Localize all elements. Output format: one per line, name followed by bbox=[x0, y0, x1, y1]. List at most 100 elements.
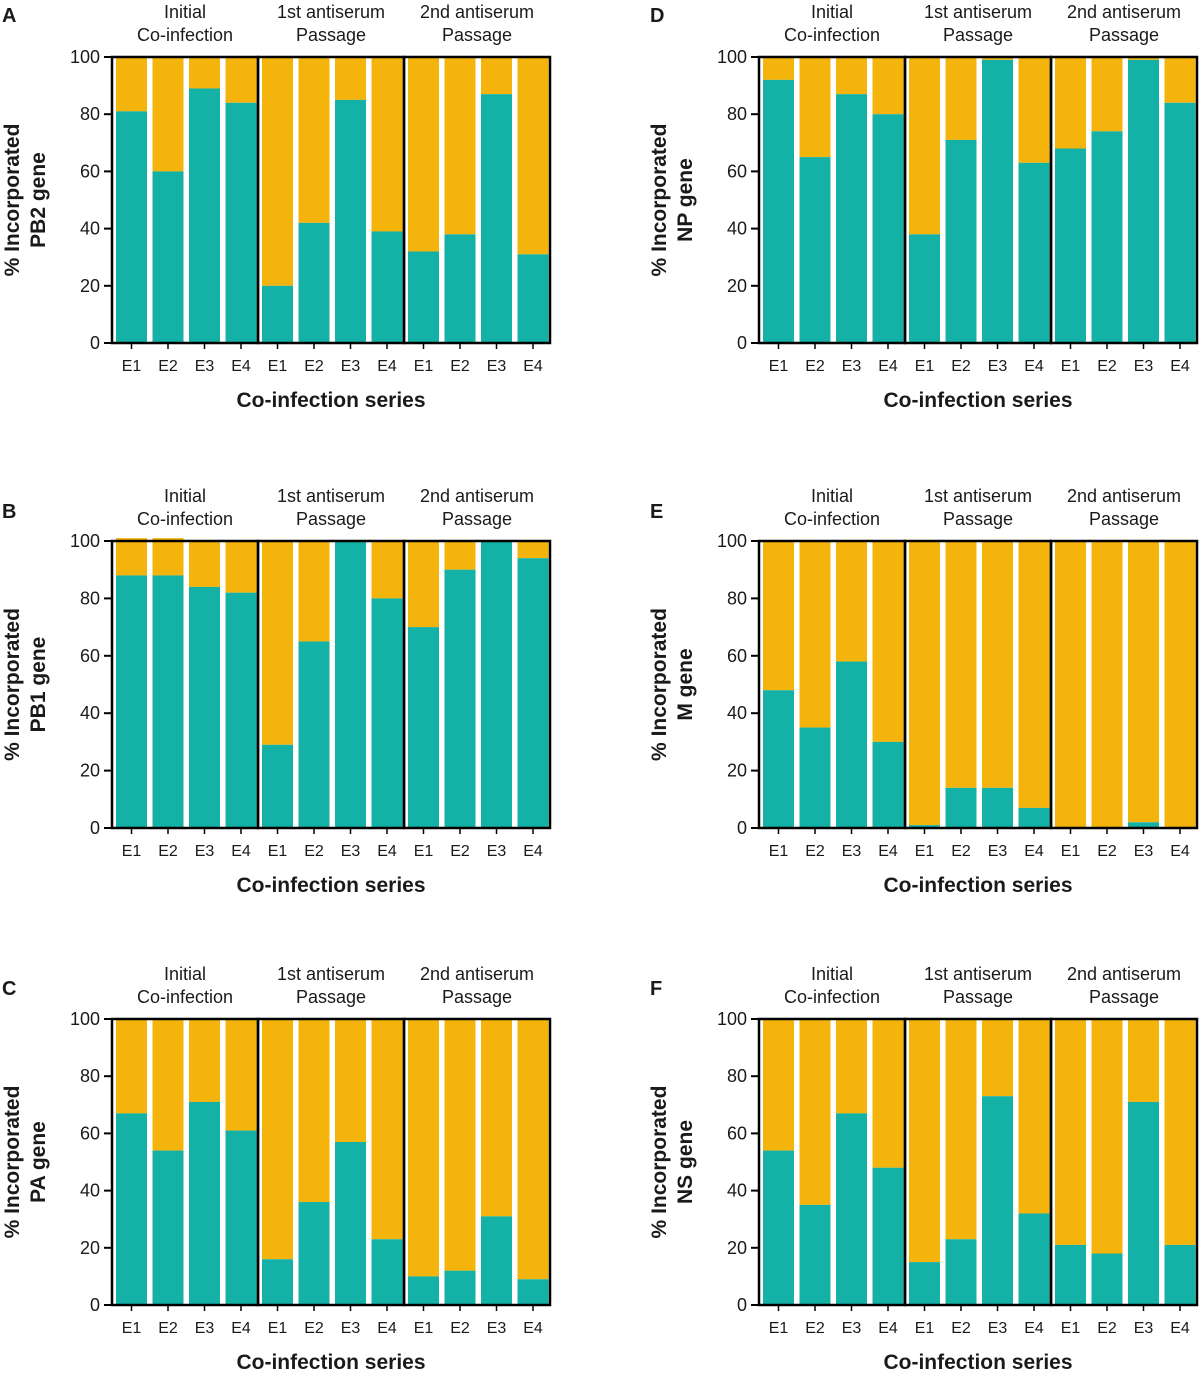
bar-other-f-g2-e4 bbox=[1018, 1019, 1050, 1214]
bar-incorporated-c-g1-e4 bbox=[225, 1130, 257, 1305]
group-frame-c-3 bbox=[402, 1017, 552, 1307]
x-tick-label-a: E4 bbox=[523, 358, 543, 375]
bar-other-b-g3-e2 bbox=[444, 541, 476, 570]
bar-other-b-g1-e4 bbox=[225, 541, 257, 593]
x-tick-label-a: E3 bbox=[341, 358, 361, 375]
x-tick-label-e: E1 bbox=[1061, 843, 1081, 860]
bar-incorporated-a-g1-e1 bbox=[116, 111, 147, 343]
bar-incorporated-d-g3-e3 bbox=[1128, 59, 1159, 344]
bar-incorporated-f-g3-e1 bbox=[1055, 1244, 1086, 1305]
x-tick-label-d: E3 bbox=[988, 358, 1008, 375]
bar-other-c-g2-e2 bbox=[298, 1019, 330, 1203]
bar-other-f-g2-e3 bbox=[982, 1019, 1013, 1097]
x-tick-label-d: E3 bbox=[842, 358, 862, 375]
bar-incorporated-c-g2-e4 bbox=[371, 1239, 403, 1305]
x-tick-label-e: E4 bbox=[1024, 843, 1044, 860]
bar-other-f-g1-e1 bbox=[763, 1019, 794, 1151]
x-tick-label-a: E2 bbox=[304, 358, 324, 375]
x-tick-label-f: E4 bbox=[1170, 1320, 1190, 1337]
bar-other-a-g2-e1 bbox=[262, 57, 293, 286]
y-tick-label-f: 60 bbox=[727, 1123, 747, 1143]
group-label-line1-c: Initial bbox=[164, 964, 206, 984]
y-tick-label-d: 20 bbox=[727, 276, 747, 296]
group-label-line1-a: 2nd antiserum bbox=[420, 2, 534, 22]
group-label-line2-b: Passage bbox=[442, 509, 512, 529]
bar-other-a-g3-e4 bbox=[517, 57, 549, 255]
bar-incorporated-f-g3-e4 bbox=[1164, 1244, 1196, 1305]
y-tick-label-d: 60 bbox=[727, 161, 747, 181]
bar-other-e-g1-e4 bbox=[872, 541, 904, 742]
y-tick-label-c: 0 bbox=[90, 1295, 100, 1315]
x-tick-label-e: E4 bbox=[1170, 843, 1190, 860]
bar-other-e-g1-e3 bbox=[836, 541, 867, 662]
y-tick-label-b: 60 bbox=[80, 646, 100, 666]
bar-incorporated-f-g2-e2 bbox=[945, 1239, 977, 1305]
x-tick-label-e: E3 bbox=[988, 843, 1008, 860]
group-label-line1-e: 2nd antiserum bbox=[1067, 486, 1181, 506]
x-axis-title-f: Co-infection series bbox=[883, 1351, 1072, 1374]
y-tick-label-b: 40 bbox=[80, 703, 100, 723]
bar-incorporated-e-g2-e1 bbox=[909, 825, 940, 828]
bar-other-d-g1-e3 bbox=[836, 57, 867, 95]
bar-incorporated-d-g1-e2 bbox=[799, 157, 831, 343]
x-tick-label-d: E4 bbox=[1024, 358, 1044, 375]
y-tick-label-c: 60 bbox=[80, 1123, 100, 1143]
group-frame-d-3 bbox=[1049, 55, 1199, 345]
panel-letter-a: A bbox=[2, 5, 16, 27]
x-tick-label-c: E4 bbox=[523, 1320, 543, 1337]
x-tick-label-f: E1 bbox=[1061, 1320, 1081, 1337]
bar-other-c-g1-e1 bbox=[116, 1019, 147, 1114]
bar-other-d-g2-e1 bbox=[909, 57, 940, 235]
x-tick-label-b: E2 bbox=[158, 843, 178, 860]
x-tick-label-f: E3 bbox=[988, 1320, 1008, 1337]
y-axis-title-line1-b: % Incorporated bbox=[1, 608, 24, 761]
group-label-line2-f: Co-infection bbox=[784, 987, 880, 1007]
bar-incorporated-c-g1-e3 bbox=[189, 1101, 220, 1305]
y-tick-label-f: 80 bbox=[727, 1066, 747, 1086]
x-tick-label-d: E4 bbox=[1170, 358, 1190, 375]
bar-other-a-g1-e2 bbox=[152, 57, 184, 172]
bar-incorporated-a-g2-e4 bbox=[371, 231, 403, 343]
y-axis-title-line2-c: PA gene bbox=[27, 1121, 50, 1203]
x-tick-label-f: E3 bbox=[842, 1320, 862, 1337]
bar-incorporated-b-g2-e3 bbox=[335, 541, 366, 828]
x-tick-label-a: E2 bbox=[450, 358, 470, 375]
bar-incorporated-b-g1-e2 bbox=[152, 575, 184, 828]
y-tick-label-a: 60 bbox=[80, 161, 100, 181]
bar-incorporated-e-g3-e3 bbox=[1128, 822, 1159, 828]
bar-other-d-g2-e2 bbox=[945, 57, 977, 140]
bar-incorporated-a-g1-e4 bbox=[225, 102, 257, 343]
x-tick-label-b: E4 bbox=[377, 843, 397, 860]
y-tick-label-d: 100 bbox=[717, 47, 747, 67]
bar-incorporated-d-g3-e1 bbox=[1055, 148, 1086, 343]
y-tick-label-c: 40 bbox=[80, 1181, 100, 1201]
group-label-line2-d: Passage bbox=[943, 25, 1013, 45]
group-label-line2-a: Passage bbox=[442, 25, 512, 45]
x-tick-label-b: E2 bbox=[450, 843, 470, 860]
y-axis-title-line1-c: % Incorporated bbox=[1, 1086, 24, 1239]
y-tick-label-d: 40 bbox=[727, 219, 747, 239]
x-tick-label-e: E3 bbox=[842, 843, 862, 860]
x-tick-label-d: E2 bbox=[1097, 358, 1117, 375]
bar-other-b-g2-e2 bbox=[298, 541, 330, 642]
bar-other-a-g2-e3 bbox=[335, 57, 366, 100]
bar-incorporated-d-g1-e1 bbox=[763, 79, 794, 343]
bar-other-d-g2-e3 bbox=[982, 57, 1013, 60]
x-tick-label-c: E3 bbox=[341, 1320, 361, 1337]
bar-other-e-g2-e2 bbox=[945, 541, 977, 788]
bar-other-a-g1-e4 bbox=[225, 57, 257, 103]
x-tick-label-d: E1 bbox=[1061, 358, 1081, 375]
bar-other-a-g3-e2 bbox=[444, 57, 476, 235]
bar-other-d-g3-e2 bbox=[1091, 57, 1123, 132]
bar-incorporated-b-g3-e1 bbox=[408, 627, 439, 828]
bar-incorporated-f-g2-e1 bbox=[909, 1262, 940, 1305]
bar-other-d-g1-e1 bbox=[763, 57, 794, 80]
bar-incorporated-c-g2-e2 bbox=[298, 1202, 330, 1305]
x-tick-label-b: E1 bbox=[122, 843, 142, 860]
y-axis-title-line2-e: M gene bbox=[674, 648, 697, 720]
group-label-line1-b: 2nd antiserum bbox=[420, 486, 534, 506]
group-label-line2-a: Co-infection bbox=[137, 25, 233, 45]
y-tick-label-b: 80 bbox=[80, 588, 100, 608]
bar-incorporated-d-g1-e3 bbox=[836, 94, 867, 344]
